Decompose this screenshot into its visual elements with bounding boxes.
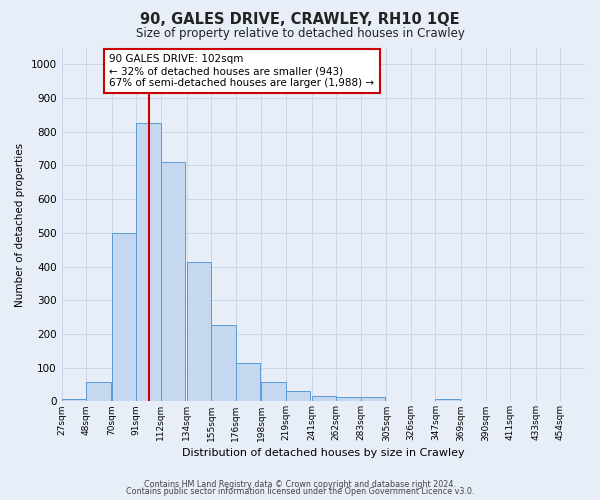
Bar bbox=[262, 382, 286, 402]
Text: Contains HM Land Registry data © Crown copyright and database right 2024.: Contains HM Land Registry data © Crown c… bbox=[144, 480, 456, 489]
Text: Size of property relative to detached houses in Crawley: Size of property relative to detached ho… bbox=[136, 28, 464, 40]
Bar bbox=[336, 398, 361, 402]
Text: Contains public sector information licensed under the Open Government Licence v3: Contains public sector information licen… bbox=[126, 488, 474, 496]
Bar bbox=[86, 382, 110, 402]
Bar bbox=[136, 124, 161, 402]
Bar bbox=[236, 362, 260, 402]
Y-axis label: Number of detached properties: Number of detached properties bbox=[15, 142, 25, 306]
Bar bbox=[286, 392, 310, 402]
Text: 90 GALES DRIVE: 102sqm
← 32% of detached houses are smaller (943)
67% of semi-de: 90 GALES DRIVE: 102sqm ← 32% of detached… bbox=[109, 54, 374, 88]
Bar bbox=[361, 398, 385, 402]
Bar bbox=[62, 398, 86, 402]
Text: 90, GALES DRIVE, CRAWLEY, RH10 1QE: 90, GALES DRIVE, CRAWLEY, RH10 1QE bbox=[140, 12, 460, 28]
Bar bbox=[161, 162, 185, 402]
Bar bbox=[112, 233, 136, 402]
Bar bbox=[436, 398, 460, 402]
Bar bbox=[187, 262, 211, 402]
X-axis label: Distribution of detached houses by size in Crawley: Distribution of detached houses by size … bbox=[182, 448, 464, 458]
Bar bbox=[211, 324, 236, 402]
Bar bbox=[311, 396, 336, 402]
